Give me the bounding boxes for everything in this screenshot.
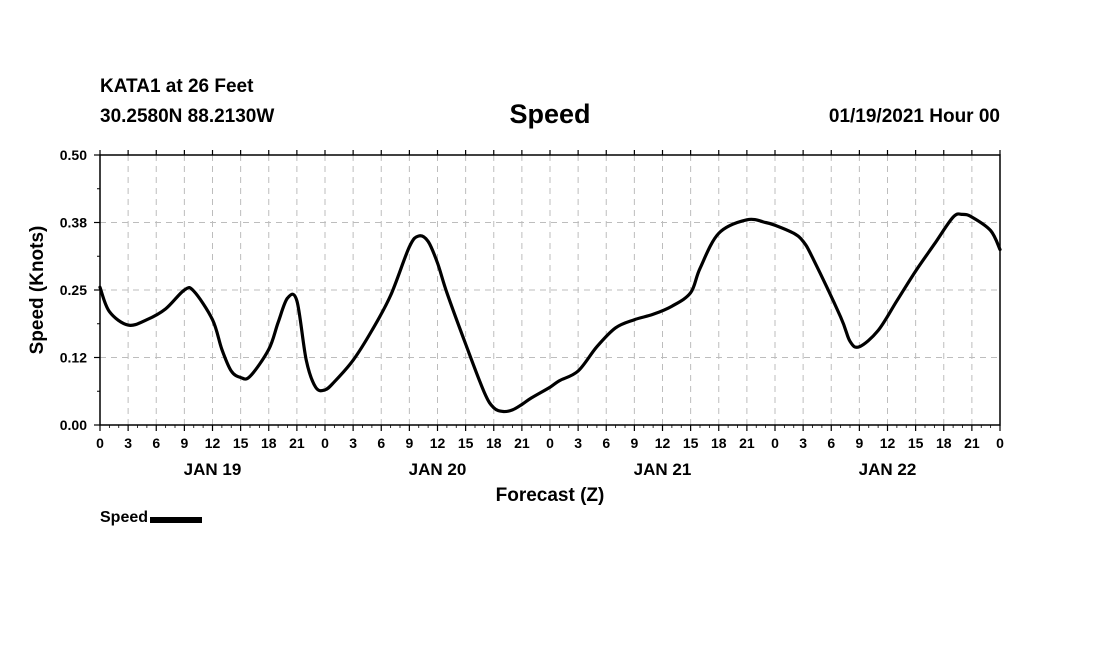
x-tick-label: 3	[574, 435, 582, 451]
legend: Speed	[100, 509, 203, 527]
station-label: KATA1 at 26 Feet	[100, 76, 254, 97]
x-tick-label: 9	[405, 435, 413, 451]
x-tick-label: 0	[996, 435, 1004, 451]
chart-title: Speed	[509, 99, 591, 129]
x-tick-label: 9	[180, 435, 188, 451]
x-tick-label: 12	[655, 435, 671, 451]
x-tick-label: 0	[96, 435, 104, 451]
forecast-datetime: 01/19/2021 Hour 00	[828, 106, 1000, 127]
y-tick-label: 0.12	[60, 350, 87, 366]
x-tick-label: 15	[908, 435, 924, 451]
y-tick-label: 0.38	[60, 215, 87, 231]
x-tick-label: 15	[683, 435, 699, 451]
day-label: JAN 20	[409, 460, 467, 479]
x-tick-label: 3	[799, 435, 807, 451]
y-tick-label: 0.00	[60, 417, 87, 433]
x-tick-label: 12	[205, 435, 221, 451]
y-axis-label: Speed (Knots)	[27, 226, 48, 355]
x-tick-label: 18	[936, 435, 952, 451]
x-tick-label: 3	[124, 435, 132, 451]
station-coordinates: 30.2580N 88.2130W	[100, 106, 275, 127]
day-label: JAN 22	[859, 460, 917, 479]
x-tick-label: 21	[964, 435, 980, 451]
x-tick-label: 9	[630, 435, 638, 451]
x-tick-label: 21	[514, 435, 530, 451]
x-tick-label: 18	[486, 435, 502, 451]
x-tick-label: 6	[377, 435, 385, 451]
legend-label-speed: Speed	[100, 509, 149, 526]
x-tick-label: 3	[349, 435, 357, 451]
day-label: JAN 21	[634, 460, 692, 479]
x-tick-label: 0	[546, 435, 554, 451]
x-tick-label: 0	[321, 435, 329, 451]
x-tick-label: 18	[261, 435, 277, 451]
x-tick-label: 6	[602, 435, 610, 451]
day-labels: JAN 19 JAN 20 JAN 21 JAN 22	[184, 460, 917, 479]
x-tick-label: 21	[739, 435, 755, 451]
x-tick-label: 12	[430, 435, 446, 451]
x-tick-labels: 0 3 6 9 12 15 18 21 0 3 6 9 12 15 18 21 0 3 6 9 12 15 18 21 0 3 6 9…	[96, 435, 1004, 451]
x-tick-label: 0	[771, 435, 779, 451]
legend-swatch-speed	[150, 517, 203, 523]
x-tick-label: 15	[458, 435, 474, 451]
x-tick-label: 9	[855, 435, 863, 451]
x-tick-label: 6	[827, 435, 835, 451]
grid-lines	[100, 155, 1000, 425]
y-tick-label: 0.25	[60, 282, 87, 298]
x-tick-label: 15	[233, 435, 249, 451]
day-label: JAN 19	[184, 460, 242, 479]
x-tick-label: 21	[289, 435, 305, 451]
x-tick-label: 12	[880, 435, 896, 451]
x-tick-label: 6	[152, 435, 160, 451]
x-axis-label: Forecast (Z)	[496, 485, 605, 506]
y-tick-labels: 0.00 0.12 0.25 0.38 0.50	[60, 147, 87, 433]
axis-ticks	[94, 150, 1001, 431]
speed-series-line	[98, 212, 1002, 414]
y-tick-label: 0.50	[60, 147, 87, 163]
x-tick-label: 18	[711, 435, 727, 451]
